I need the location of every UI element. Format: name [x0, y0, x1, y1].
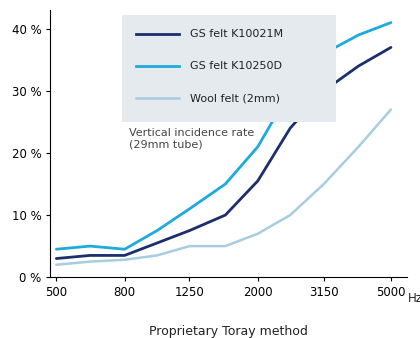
Text: Vertical incidence rate
(29mm tube): Vertical incidence rate (29mm tube) — [129, 128, 254, 149]
Text: Proprietary Toray method: Proprietary Toray method — [150, 325, 308, 338]
Text: GS felt K10021M: GS felt K10021M — [190, 29, 283, 39]
Text: GS felt K10250D: GS felt K10250D — [190, 61, 282, 71]
Text: Wool felt (2mm): Wool felt (2mm) — [190, 93, 280, 103]
Text: Hz: Hz — [407, 292, 420, 305]
FancyBboxPatch shape — [122, 16, 336, 122]
